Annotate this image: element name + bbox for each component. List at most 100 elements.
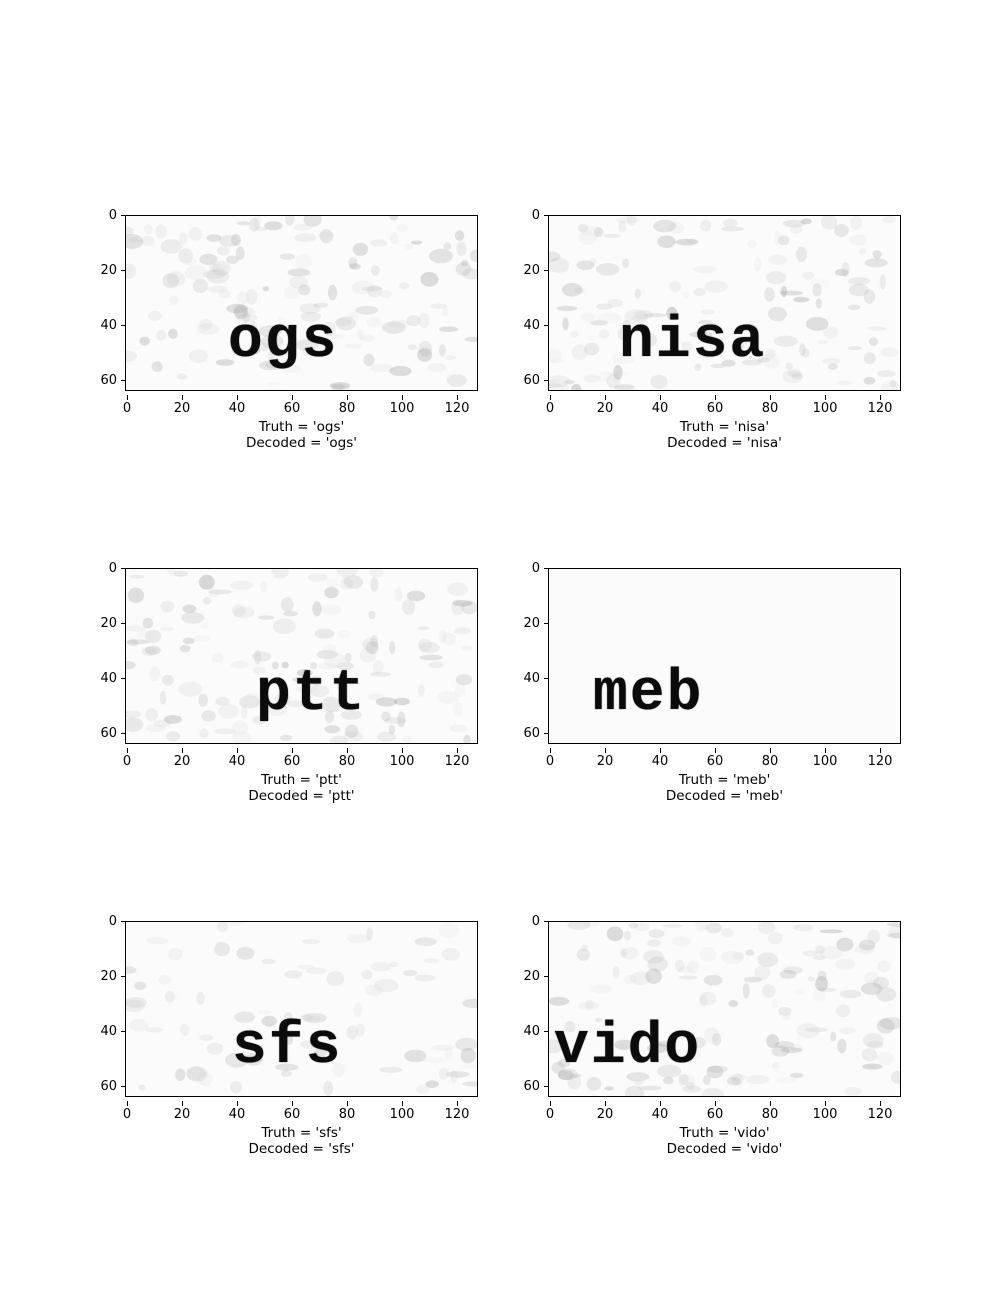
noise-blob: [253, 216, 262, 230]
noise-blob: [261, 1015, 277, 1027]
noise-blob: [726, 1077, 741, 1086]
y-tick-label: 20: [95, 970, 126, 983]
noise-blob: [648, 970, 656, 985]
noise-blob: [877, 960, 891, 973]
noise-blob: [402, 969, 418, 977]
noise-blob: [839, 989, 862, 999]
noise-blob: [359, 335, 376, 342]
noise-blob: [262, 286, 269, 292]
noise-blob: [607, 298, 623, 308]
noise-blob: [418, 638, 432, 652]
noise-blob: [606, 926, 624, 942]
noise-blob: [782, 1013, 791, 1021]
x-tick-label: 20: [162, 1101, 202, 1121]
x-tick-label: 120: [437, 748, 477, 768]
noise-blob: [414, 974, 436, 982]
noise-blob: [142, 617, 154, 629]
noise-blob: [787, 370, 802, 378]
noise-blob: [643, 950, 665, 964]
noise-blob: [233, 606, 255, 619]
noise-blob: [647, 956, 668, 972]
y-tick-label: 0: [518, 209, 549, 222]
noise-blob: [599, 329, 610, 339]
noise-blob: [198, 574, 215, 590]
noise-blob: [214, 728, 237, 735]
noise-blob: [549, 357, 564, 363]
noise-blob: [623, 974, 637, 984]
noise-blob: [366, 927, 374, 941]
noise-blob: [780, 1047, 803, 1054]
decoded-label: Decoded = 'nisa': [667, 435, 782, 451]
noise-blob: [144, 224, 153, 235]
y-tick-label: 40: [518, 672, 549, 685]
noise-blob: [593, 227, 604, 238]
x-tick-label: 20: [585, 395, 625, 415]
x-tick-label: 100: [382, 1101, 422, 1121]
noise-blob: [615, 1037, 633, 1046]
x-tick-label: 100: [382, 395, 422, 415]
noise-blob: [272, 618, 296, 635]
noise-blob: [249, 320, 258, 337]
truth-label: Truth = 'sfs': [261, 1125, 342, 1141]
noise-blob: [126, 997, 147, 1008]
noise-blob: [463, 734, 471, 743]
captcha-image: meb: [548, 568, 901, 744]
x-tick-label: 80: [750, 1101, 790, 1121]
noise-blob: [244, 1052, 263, 1066]
noise-blob: [689, 331, 713, 338]
noise-blob: [218, 234, 240, 247]
y-tick-label: 20: [518, 264, 549, 277]
truth-label: Truth = 'meb': [678, 772, 771, 788]
noise-blob: [417, 684, 425, 697]
noise-blob: [337, 629, 352, 639]
noise-blob: [178, 232, 189, 245]
caption-ptt: Truth = 'ptt' Decoded = 'ptt': [125, 772, 478, 804]
noise-blob: [335, 316, 356, 331]
y-tick-label: 0: [95, 209, 126, 222]
noise-blob: [305, 1015, 322, 1022]
noise-blob: [819, 945, 843, 960]
noise-blob: [877, 370, 897, 378]
noise-blob: [359, 647, 377, 663]
y-tick-label: 20: [95, 617, 126, 630]
noise-blob: [212, 261, 231, 276]
captcha-text: ptt: [256, 662, 367, 727]
x-tick-label: 120: [860, 395, 900, 415]
noise-blob: [452, 600, 473, 607]
noise-blob: [449, 724, 468, 733]
noise-blob: [807, 976, 815, 982]
noise-blob: [583, 374, 601, 384]
noise-blob: [310, 662, 317, 670]
noise-blob: [294, 233, 317, 243]
noise-blob: [211, 652, 224, 663]
noise-blob: [221, 922, 244, 926]
noise-blob: [209, 260, 220, 272]
noise-blob: [389, 961, 399, 968]
caption-sfs: Truth = 'sfs' Decoded = 'sfs': [125, 1125, 478, 1157]
noise-blob: [417, 348, 433, 362]
noise-blob: [252, 715, 267, 725]
noise-blob: [850, 216, 863, 230]
noise-blob: [164, 990, 175, 1003]
noise-blob: [216, 922, 229, 932]
noise-blob: [549, 1039, 563, 1054]
noise-blob: [721, 359, 736, 367]
captcha-text: vido: [554, 1015, 702, 1080]
noise-blob: [595, 303, 613, 310]
noise-blob: [637, 289, 647, 296]
noise-blob: [318, 604, 342, 615]
noise-blob: [208, 589, 232, 595]
noise-blob: [266, 701, 287, 716]
noise-blob: [165, 731, 180, 742]
noise-blob: [549, 375, 571, 387]
y-tick-label: 0: [95, 915, 126, 928]
noise-blob: [252, 651, 272, 662]
captcha-panel-ogs: ogs: [125, 215, 478, 391]
captcha-image: sfs: [125, 921, 478, 1097]
noise-blob: [839, 1027, 856, 1035]
x-tick-label: 0: [530, 748, 570, 768]
noise-blob: [307, 573, 328, 582]
noise-blob: [374, 978, 399, 993]
noise-blob: [215, 696, 230, 706]
x-tick-label: 100: [382, 748, 422, 768]
